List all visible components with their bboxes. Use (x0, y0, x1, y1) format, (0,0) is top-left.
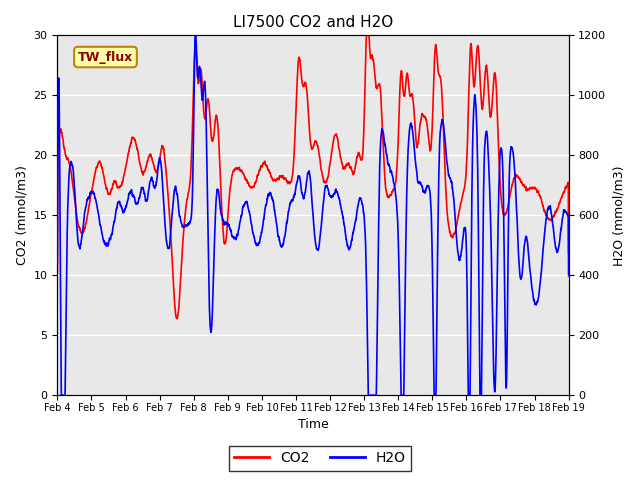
Text: TW_flux: TW_flux (78, 50, 133, 63)
Y-axis label: CO2 (mmol/m3): CO2 (mmol/m3) (15, 165, 28, 265)
X-axis label: Time: Time (298, 419, 328, 432)
Legend: CO2, H2O: CO2, H2O (228, 445, 412, 471)
Title: LI7500 CO2 and H2O: LI7500 CO2 and H2O (233, 15, 393, 30)
Y-axis label: H2O (mmol/m3): H2O (mmol/m3) (612, 165, 625, 265)
